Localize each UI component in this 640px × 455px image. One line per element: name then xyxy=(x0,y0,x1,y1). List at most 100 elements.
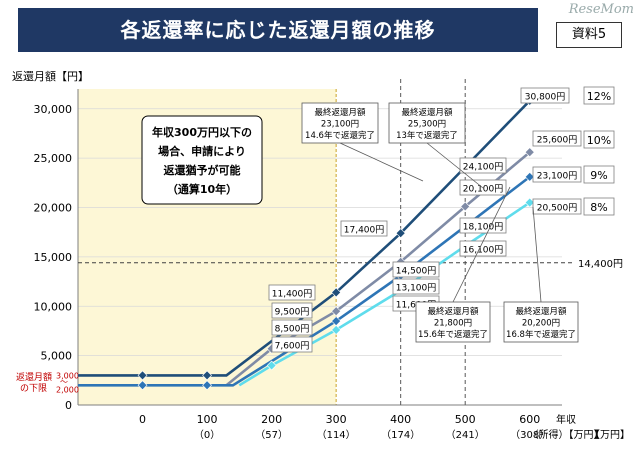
x-tick-label: 0 xyxy=(139,413,146,426)
min-value-label: 3,000 xyxy=(56,371,79,380)
x-axis-unit: 【万円】 xyxy=(590,429,630,441)
data-point xyxy=(460,201,471,212)
y-tick-label: 25,000 xyxy=(34,152,73,165)
data-label-box xyxy=(340,220,388,237)
data-label: 16,100円 xyxy=(463,245,504,256)
data-label: 20,500円 xyxy=(537,203,578,214)
data-point xyxy=(202,380,212,391)
x-tick-sublabel: （57） xyxy=(255,429,288,441)
x-tick-sublabel: （241） xyxy=(446,429,485,441)
callout-pointer xyxy=(532,206,542,303)
callout-text: 23,100円 xyxy=(321,120,359,130)
series-name-label: 10% xyxy=(587,134,611,147)
x-tick-sublabel: （0） xyxy=(194,429,220,441)
data-label: 24,100円 xyxy=(463,162,504,173)
document-tag: 資料5 xyxy=(556,22,622,48)
data-label: 13,100円 xyxy=(396,283,437,294)
callout-pointer xyxy=(452,186,511,303)
data-label: 7,600円 xyxy=(275,341,310,352)
callout-text: 21,800円 xyxy=(434,319,472,329)
callout-pointer xyxy=(426,142,484,189)
data-label: 23,100円 xyxy=(537,171,578,182)
data-label-box xyxy=(520,87,570,104)
min-label: の下限 xyxy=(20,383,47,394)
y-tick-label: 0 xyxy=(65,399,72,412)
x-tick-sublabel: （308） xyxy=(510,429,549,441)
y-axis-label: 返還月額【円】 xyxy=(12,70,89,83)
x-tick-label: 500 xyxy=(455,413,476,426)
grace-zone-text: 返還猶予が可能 xyxy=(164,163,241,177)
y-tick-label: 20,000 xyxy=(34,202,73,215)
y-tick-label: 10,000 xyxy=(34,300,73,313)
data-point xyxy=(331,287,342,298)
data-point xyxy=(202,370,212,381)
x-tick-sublabel: （114） xyxy=(317,429,356,441)
data-label-box xyxy=(271,302,313,319)
callout-text: 16.8年で返還完了 xyxy=(506,329,576,340)
data-label-box xyxy=(268,284,316,301)
data-label: 20,100円 xyxy=(463,184,504,195)
series-name-box xyxy=(583,197,615,216)
x-tick-label: 300 xyxy=(326,413,347,426)
y-tick-label: 5,000 xyxy=(41,350,73,363)
data-label: 17,400円 xyxy=(344,225,385,236)
data-label-box xyxy=(459,217,507,234)
x-tick-label: 400 xyxy=(390,413,411,426)
watermark-logo: ReseMom xyxy=(568,2,634,17)
series-line xyxy=(238,201,531,387)
callout-text: 13年で返還完了 xyxy=(396,130,458,141)
series-line xyxy=(225,151,531,387)
y-tick-label: 15,000 xyxy=(34,251,73,264)
callout-box xyxy=(301,102,379,144)
data-label: 14,500円 xyxy=(396,266,437,277)
callout-box xyxy=(415,301,491,343)
min-label: 返還月額 xyxy=(16,371,52,383)
data-label: 18,100円 xyxy=(463,222,504,233)
x-tick-sublabel: （174） xyxy=(381,429,420,441)
callout-text: 25,300円 xyxy=(408,120,446,130)
x-tick-label: 100 xyxy=(197,413,218,426)
data-point xyxy=(331,306,342,317)
min-value-label: 2,000 xyxy=(56,385,79,394)
grace-zone-text: 場合、申請により xyxy=(158,144,246,158)
data-label: 8,500円 xyxy=(275,324,310,335)
callout-box xyxy=(388,102,466,144)
data-label-box xyxy=(532,198,582,215)
grace-zone-text: 年収300万円以下の xyxy=(152,125,252,139)
min-value-label: 〜 xyxy=(60,377,68,386)
data-point xyxy=(524,147,535,158)
callout-text: 15.6年で返還完了 xyxy=(418,329,488,340)
callout-text: 20,200円 xyxy=(522,319,560,329)
callout-pointer xyxy=(339,142,424,182)
reference-line-label: 14,400円 xyxy=(578,259,623,270)
callout-text: 14.6年で返還完了 xyxy=(305,130,375,141)
callout-text: 最終返還月額 xyxy=(314,107,366,118)
data-label-box xyxy=(271,336,313,353)
data-label-box xyxy=(532,130,582,147)
x-tick-label: 600 xyxy=(519,413,540,426)
x-axis-label: （所得）【万円】 xyxy=(529,429,604,441)
data-point xyxy=(331,325,342,335)
callout-box xyxy=(503,301,579,343)
x-tick-label: 200 xyxy=(261,413,282,426)
series-name-box xyxy=(583,165,615,184)
callout-text: 最終返還月額 xyxy=(401,107,453,118)
series-name-box xyxy=(583,86,615,105)
data-point xyxy=(137,370,148,381)
data-label: 25,600円 xyxy=(537,135,578,146)
callout-text: 最終返還月額 xyxy=(515,306,567,317)
series-name-label: 12% xyxy=(587,90,611,103)
data-point xyxy=(137,380,148,391)
data-label: 30,800円 xyxy=(525,92,566,103)
series-name-label: 9% xyxy=(590,169,607,182)
x-axis-label: 年収 xyxy=(556,413,576,426)
data-label-box xyxy=(271,319,313,336)
data-label-box xyxy=(392,278,440,295)
data-label: 9,500円 xyxy=(275,307,310,318)
page-title: 各返還率に応じた返還月額の推移 xyxy=(18,8,538,52)
grace-zone-text: （通算10年） xyxy=(167,182,237,196)
y-tick-label: 30,000 xyxy=(34,103,73,116)
callout-text: 最終返還月額 xyxy=(427,306,479,317)
data-label-box xyxy=(532,166,582,183)
